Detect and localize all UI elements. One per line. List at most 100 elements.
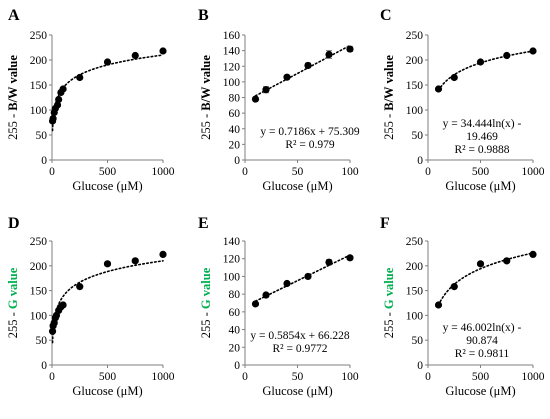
data-point [325, 50, 333, 59]
panel-label: F [380, 215, 390, 232]
y-tick-label: 100 [30, 310, 48, 322]
data-point [53, 101, 62, 109]
data-point [159, 250, 167, 258]
y-tick-label: 50 [412, 335, 424, 347]
y-tick-label: 140 [223, 46, 241, 58]
data-point [346, 45, 354, 53]
trendline [254, 254, 351, 302]
x-tick-label: 500 [99, 371, 117, 383]
y-tick-label: 120 [223, 61, 241, 73]
trendline-equation: y = 46.002ln(x) - [443, 322, 522, 334]
panel-label: D [8, 215, 20, 232]
data-point [55, 95, 63, 104]
y-axis-title-main: G value [6, 267, 20, 309]
panel-e: E 0 20 40 60 80 100 120 140 0 50 100 Glucose (μM) 255… [198, 215, 359, 398]
trendline-equation: y = 34.444ln(x) - [443, 118, 522, 130]
y-axis-title-prefix: 255 - [382, 111, 396, 140]
y-axis-title: 255 - B/W value [382, 55, 396, 140]
data-point [476, 260, 485, 268]
data-point [304, 61, 312, 70]
data-point [529, 250, 537, 258]
y-tick-label: 140 [223, 236, 241, 248]
y-tick-label: 0 [417, 360, 423, 372]
y-axis-title-main: G value [199, 267, 213, 309]
data-point [346, 254, 354, 262]
y-axis-title-prefix: 255 - [199, 309, 213, 338]
trendline-equation: R² = 0.9772 [273, 343, 328, 355]
trendline-equation: R² = 0.9888 [455, 144, 510, 156]
panel-label: C [380, 7, 392, 24]
trendline [437, 50, 534, 92]
y-tick-label: 50 [412, 130, 424, 142]
data-point [434, 301, 443, 309]
x-axis-title: Glucose (μM) [72, 384, 142, 398]
y-tick-label: 100 [223, 77, 241, 89]
data-point [159, 47, 167, 55]
y-tick-label: 100 [406, 105, 424, 117]
trendline-equation: y = 0.5854x + 66.228 [250, 330, 349, 342]
x-tick-label: 0 [242, 166, 248, 178]
data-point [59, 301, 67, 309]
y-tick-label: 50 [36, 130, 48, 142]
y-tick-label: 40 [229, 124, 241, 136]
y-tick-label: 20 [229, 139, 241, 151]
y-tick-label: 0 [41, 360, 47, 372]
x-tick-label: 0 [49, 166, 55, 178]
y-tick-label: 0 [234, 155, 240, 167]
data-point [529, 47, 537, 55]
x-tick-label: 1000 [522, 166, 545, 178]
trendline [51, 54, 164, 132]
data-point [59, 85, 67, 93]
data-point [103, 58, 112, 66]
data-point [103, 260, 112, 268]
y-tick-label: 50 [36, 335, 48, 347]
data-point [283, 73, 291, 81]
trendline-equation: y = 0.7186x + 75.309 [260, 126, 359, 138]
y-axis-title-prefix: 255 - [6, 111, 20, 140]
x-tick-label: 50 [292, 371, 304, 383]
x-tick-label: 1000 [152, 166, 175, 178]
y-tick-label: 0 [41, 155, 47, 167]
data-point [262, 86, 270, 94]
y-axis-title: 255 - G value [6, 267, 20, 338]
x-tick-label: 100 [341, 166, 359, 178]
y-tick-label: 200 [406, 55, 424, 67]
panel-a: A 0 50 100 150 200 250 0 500 1000 Glucose (μM) 255 … [6, 7, 175, 193]
data-point [304, 272, 312, 281]
panel-c: C 0 50 100 150 200 250 0 500 1000 Glucose (μM) 255 … [380, 7, 545, 193]
x-tick-label: 1000 [152, 371, 175, 383]
y-tick-label: 60 [229, 307, 241, 319]
data-point [450, 73, 458, 82]
x-tick-label: 100 [341, 371, 359, 383]
panel-label: B [198, 7, 209, 24]
panel-b: B 0 20 40 60 80 100 120 140 160 0 50 100 Glucose (μM)… [198, 7, 360, 193]
y-axis-title-main: B/W value [199, 55, 213, 111]
y-tick-label: 120 [223, 254, 241, 266]
data-point [503, 51, 511, 60]
y-axis-title: 255 - G value [199, 267, 213, 338]
data-point [251, 95, 260, 103]
y-tick-label: 100 [223, 271, 241, 283]
data-point [476, 58, 485, 66]
y-tick-label: 20 [229, 342, 241, 354]
x-tick-label: 50 [292, 166, 304, 178]
y-tick-label: 80 [229, 93, 241, 105]
y-axis-title: 255 - B/W value [6, 55, 20, 140]
x-tick-label: 1000 [522, 371, 545, 383]
y-tick-label: 250 [406, 30, 424, 42]
y-tick-label: 200 [406, 261, 424, 273]
y-axis-title-prefix: 255 - [382, 309, 396, 338]
data-point [283, 279, 291, 288]
y-tick-label: 0 [234, 360, 240, 372]
data-point [503, 257, 511, 265]
panel-label: E [198, 215, 209, 232]
data-point [325, 258, 333, 266]
data-point [76, 73, 84, 82]
panel-d: D 0 50 100 150 200 250 0 500 1000 Glucose (μM) 255 … [6, 215, 175, 398]
y-tick-label: 80 [229, 289, 241, 301]
x-tick-label: 500 [472, 166, 490, 178]
data-point [49, 114, 57, 123]
data-point [76, 283, 84, 291]
y-axis-title-prefix: 255 - [199, 111, 213, 140]
